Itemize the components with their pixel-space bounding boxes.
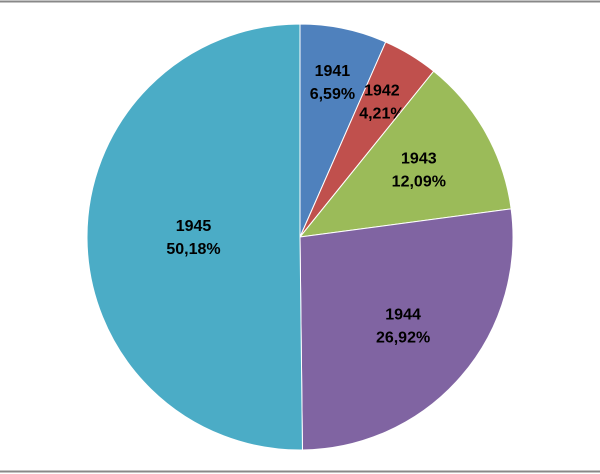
slice-category: 1942 [364,83,400,100]
pie-slice [299,208,514,451]
slice-category: 1941 [315,63,351,80]
slice-category: 1945 [176,218,212,235]
slice-value-label: 6,59% [310,86,355,103]
pie-slice [298,70,512,238]
slice-category: 1944 [385,306,421,323]
slice-category: 1943 [401,150,437,167]
pie-slice [86,23,303,451]
slice-value-label: 50,18% [166,241,220,258]
slice-value-label: 12,09% [392,173,446,190]
slice-value-label: 4,21% [359,106,404,123]
slice-value-label: 26,92% [376,329,430,346]
